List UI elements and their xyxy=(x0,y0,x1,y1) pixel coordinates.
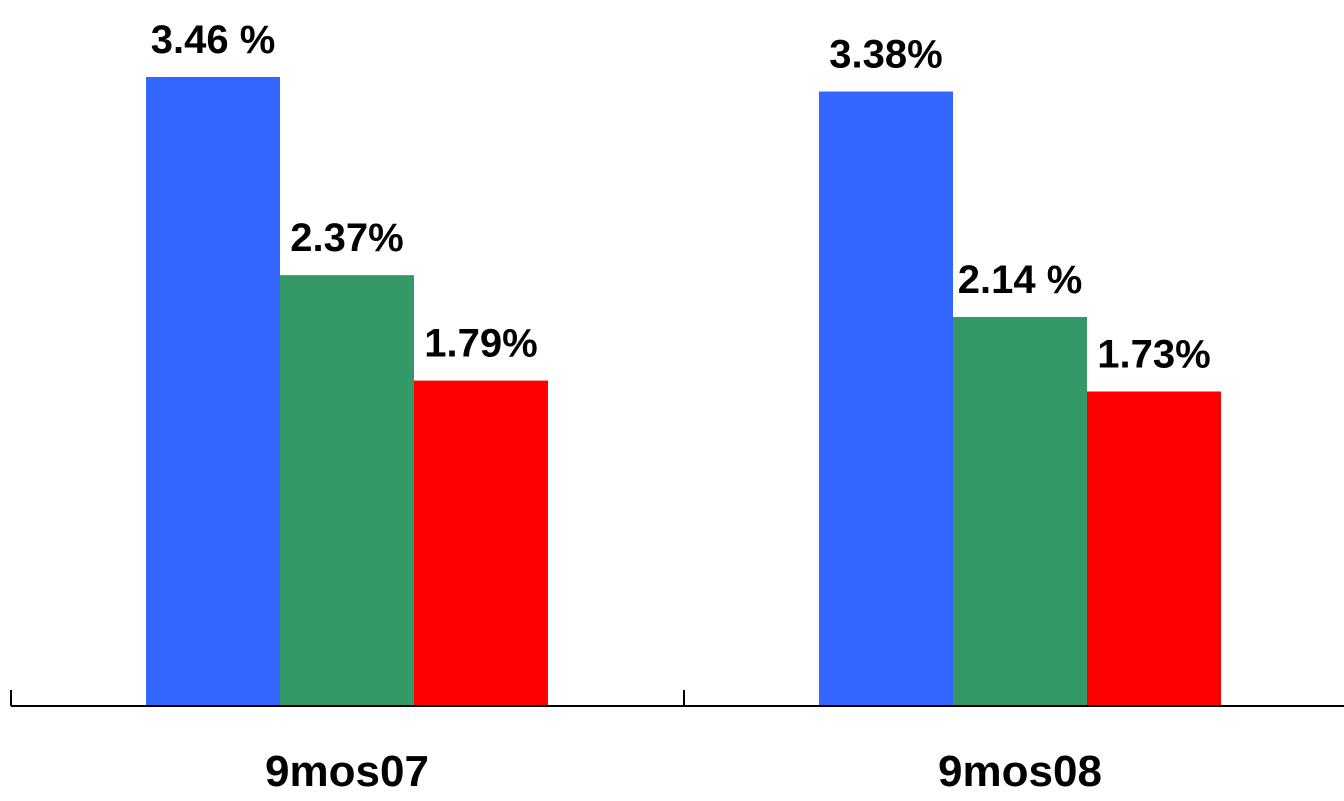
bar-9mos08-s1 xyxy=(819,91,953,707)
data-label-9mos07-s2: 2.37% xyxy=(290,216,403,260)
bar-9mos07-s2 xyxy=(280,275,414,706)
bar-9mos07-s1 xyxy=(146,77,280,706)
data-label-9mos07-s3: 1.79% xyxy=(424,322,537,366)
bar-9mos08-s3 xyxy=(1087,391,1221,706)
labels-layer: 3.46 % 2.37% 1.79% 9mos07 3.38% 2.14 % 1.73% 9m… xyxy=(151,18,1211,796)
category-label-9mos08: 9mos08 xyxy=(938,747,1102,796)
category-label-9mos07: 9mos07 xyxy=(265,747,429,796)
x-axis xyxy=(10,690,1344,707)
data-label-9mos08-s3: 1.73% xyxy=(1097,333,1210,377)
data-label-9mos08-s1: 3.38% xyxy=(829,33,942,77)
data-label-9mos07-s1: 3.46 % xyxy=(151,18,276,62)
bar-9mos08-s2 xyxy=(953,316,1087,706)
data-label-9mos08-s2: 2.14 % xyxy=(958,258,1083,302)
bars-layer xyxy=(146,77,1221,707)
bar-9mos07-s3 xyxy=(414,380,548,706)
